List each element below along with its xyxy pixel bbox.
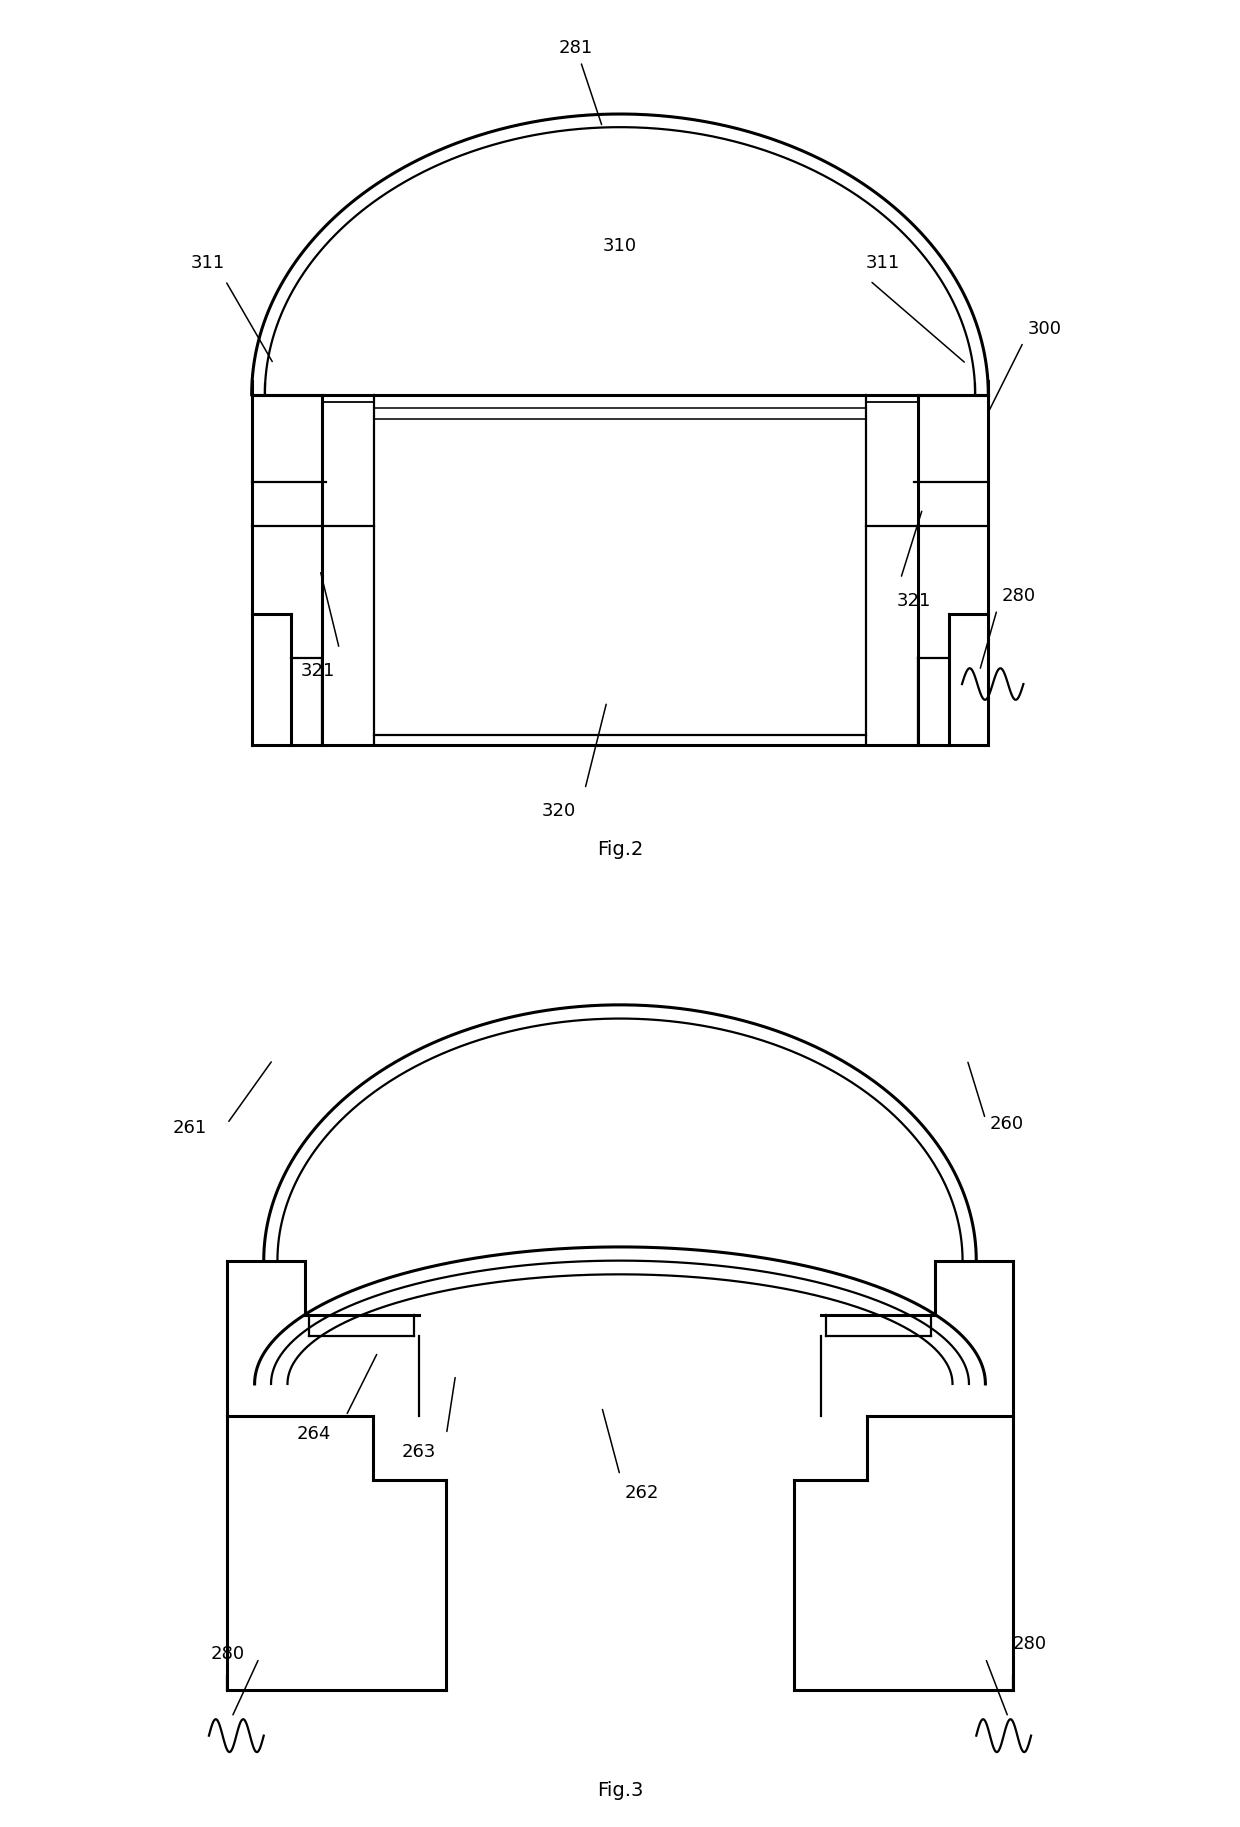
Text: 320: 320 <box>542 802 575 820</box>
Text: 321: 321 <box>897 592 930 610</box>
Text: 321: 321 <box>300 661 335 680</box>
Text: 310: 310 <box>603 236 637 254</box>
Text: 280: 280 <box>210 1644 244 1663</box>
Text: 260: 260 <box>990 1114 1024 1133</box>
Text: 264: 264 <box>296 1425 331 1443</box>
Text: 280: 280 <box>1002 586 1035 605</box>
Text: 311: 311 <box>190 254 224 272</box>
Text: Fig.3: Fig.3 <box>596 1781 644 1800</box>
Text: 261: 261 <box>172 1120 207 1136</box>
Text: 262: 262 <box>625 1484 658 1502</box>
Text: 281: 281 <box>559 38 593 57</box>
Text: 311: 311 <box>866 254 900 272</box>
Text: Fig.2: Fig.2 <box>596 840 644 859</box>
Text: 300: 300 <box>1028 320 1061 338</box>
Text: 263: 263 <box>402 1443 436 1462</box>
Text: 280: 280 <box>1013 1635 1047 1653</box>
